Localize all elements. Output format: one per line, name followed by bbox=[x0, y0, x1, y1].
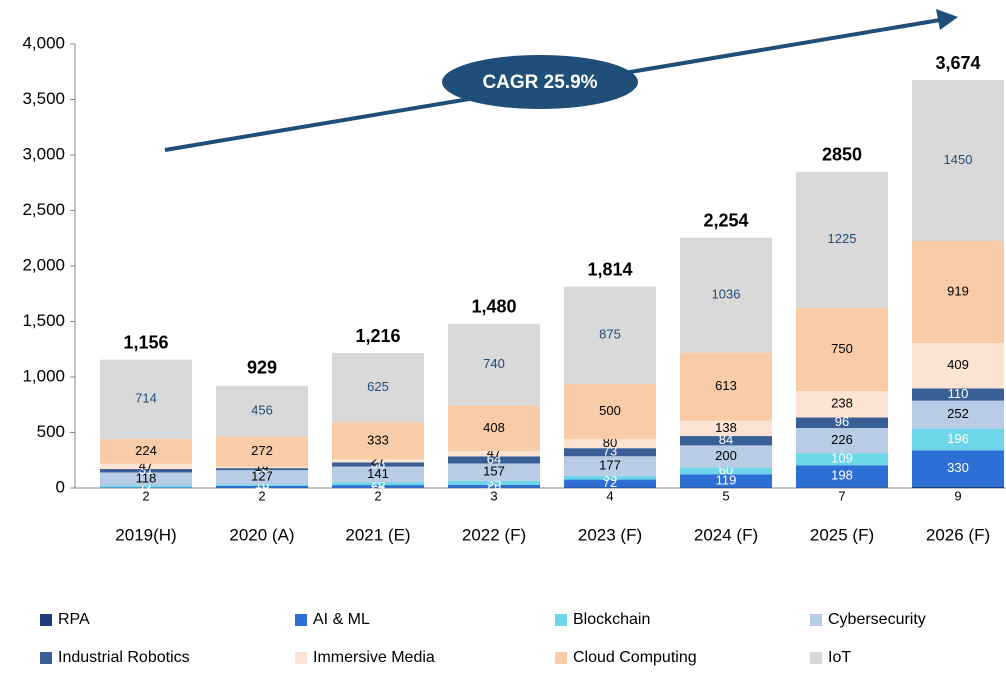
y-tick-label: 0 bbox=[56, 477, 65, 496]
segment-label: 198 bbox=[831, 468, 853, 483]
segment-label: 224 bbox=[135, 443, 157, 458]
x-tick-label: 2023 (F) bbox=[578, 525, 642, 544]
segment-label: 238 bbox=[831, 396, 853, 411]
segment-label: 456 bbox=[251, 403, 273, 418]
segment-label: 9 bbox=[954, 488, 961, 503]
y-tick-label: 3,500 bbox=[22, 89, 65, 108]
segment-label: 272 bbox=[251, 443, 273, 458]
total-label: 1,216 bbox=[355, 326, 400, 346]
legend-swatch bbox=[40, 652, 52, 664]
legend-label: Industrial Robotics bbox=[58, 649, 190, 666]
total-label: 1,480 bbox=[471, 296, 516, 316]
segment-label: 408 bbox=[483, 420, 505, 435]
x-tick-label: 2020 (A) bbox=[229, 525, 294, 544]
segment-label: 7 bbox=[838, 488, 845, 503]
y-tick-label: 3,000 bbox=[22, 144, 65, 163]
total-label: 2850 bbox=[822, 144, 862, 164]
legend-swatch bbox=[555, 614, 567, 626]
segment-label: 330 bbox=[947, 460, 969, 475]
legend-label: Blockchain bbox=[573, 611, 650, 628]
segment-label: 1450 bbox=[944, 152, 973, 167]
total-label: 929 bbox=[247, 358, 277, 378]
segment-label: 4 bbox=[606, 488, 613, 503]
segment-label: 1036 bbox=[712, 287, 741, 302]
legend-swatch bbox=[810, 614, 822, 626]
legend-swatch bbox=[555, 652, 567, 664]
legend-swatch bbox=[295, 652, 307, 664]
total-label: 1,814 bbox=[587, 259, 632, 279]
segment-label: 226 bbox=[831, 432, 853, 447]
segment-label: 750 bbox=[831, 341, 853, 356]
x-tick-label: 2021 (E) bbox=[345, 525, 410, 544]
segment-label: 409 bbox=[947, 357, 969, 372]
legend-swatch bbox=[295, 614, 307, 626]
arrow-head bbox=[936, 9, 958, 30]
y-tick-label: 2,000 bbox=[22, 255, 65, 274]
segment-label: 177 bbox=[599, 458, 621, 473]
segment-label: 625 bbox=[367, 379, 389, 394]
legend-label: Cloud Computing bbox=[573, 649, 697, 666]
legend-label: RPA bbox=[58, 611, 90, 628]
segment-label: 196 bbox=[947, 431, 969, 446]
y-tick-label: 500 bbox=[37, 422, 65, 441]
total-label: 2,254 bbox=[703, 211, 748, 231]
legend-label: IoT bbox=[828, 649, 851, 666]
y-tick-label: 1,500 bbox=[22, 311, 65, 330]
total-label: 1,156 bbox=[123, 332, 168, 352]
y-tick-label: 1,000 bbox=[22, 366, 65, 385]
segment-label: 613 bbox=[715, 378, 737, 393]
segment-label: 714 bbox=[135, 391, 157, 406]
segment-label: 1225 bbox=[828, 231, 857, 246]
segment-label: 740 bbox=[483, 356, 505, 371]
legend-label: Cybersecurity bbox=[828, 611, 926, 628]
y-tick-label: 4,000 bbox=[22, 33, 65, 52]
x-tick-label: 2025 (F) bbox=[810, 525, 874, 544]
y-tick-label: 2,500 bbox=[22, 200, 65, 219]
segment-label: 875 bbox=[599, 327, 621, 342]
legend-swatch bbox=[40, 614, 52, 626]
segment-label: 333 bbox=[367, 432, 389, 447]
legend-label: AI & ML bbox=[313, 611, 370, 628]
x-tick-label: 2026 (F) bbox=[926, 525, 990, 544]
x-tick-label: 2024 (F) bbox=[694, 525, 758, 544]
segment-label: 500 bbox=[599, 403, 621, 418]
x-tick-label: 2019(H) bbox=[115, 525, 176, 544]
legend-label: Immersive Media bbox=[313, 649, 435, 666]
segment-label: 252 bbox=[947, 406, 969, 421]
x-tick-label: 2022 (F) bbox=[462, 525, 526, 544]
segment-label: 138 bbox=[715, 420, 737, 435]
total-label: 3,674 bbox=[935, 53, 980, 73]
segment-label: 5 bbox=[722, 488, 729, 503]
segment-label: 919 bbox=[947, 283, 969, 298]
cagr-label: CAGR 25.9% bbox=[482, 72, 597, 93]
segment-label: 200 bbox=[715, 448, 737, 463]
legend-swatch bbox=[810, 652, 822, 664]
